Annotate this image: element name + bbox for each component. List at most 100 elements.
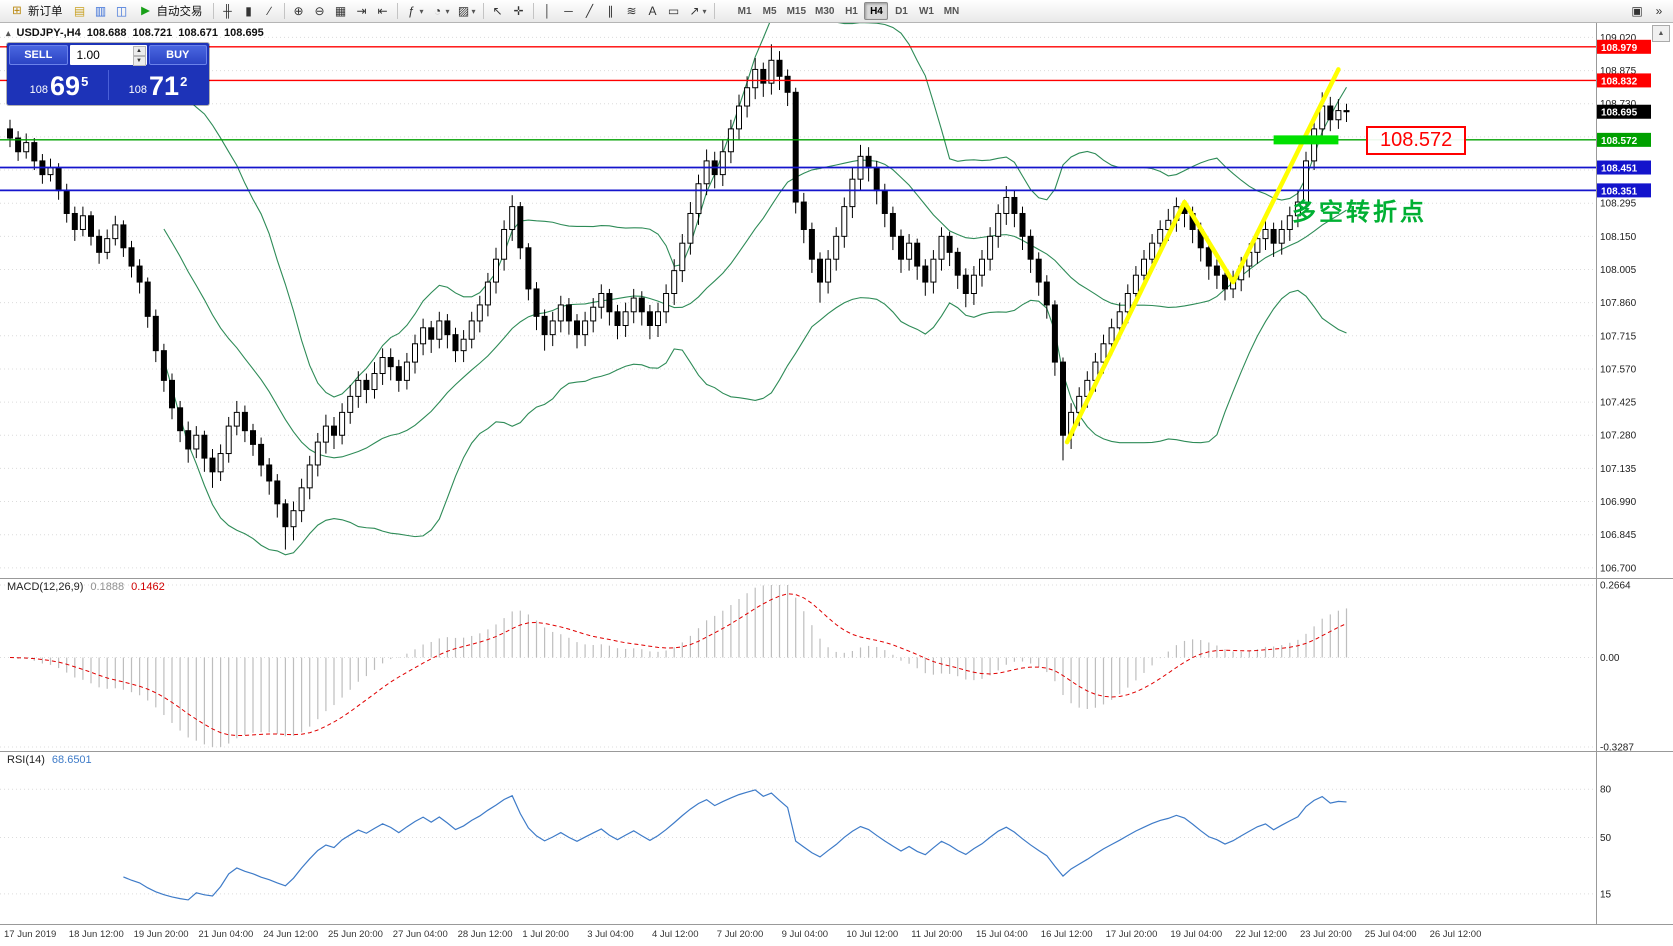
- svg-text:108.295: 108.295: [1600, 199, 1637, 210]
- trendline-button[interactable]: ╱: [580, 2, 600, 20]
- svg-text:15 Jul 04:00: 15 Jul 04:00: [976, 929, 1028, 940]
- svg-text:19 Jun 20:00: 19 Jun 20:00: [134, 929, 189, 940]
- auto-scroll-button[interactable]: ⇥: [352, 2, 372, 20]
- cursor-icon: ↖: [492, 4, 503, 18]
- bar-chart-mode-button[interactable]: ╫: [218, 2, 238, 20]
- svg-text:4 Jul 12:00: 4 Jul 12:00: [652, 929, 698, 940]
- svg-text:106.845: 106.845: [1600, 530, 1637, 541]
- svg-text:108.875: 108.875: [1600, 66, 1637, 77]
- timeframe-w1[interactable]: W1: [914, 2, 938, 20]
- timeframe-h1[interactable]: H1: [839, 2, 863, 20]
- vertical-line-button[interactable]: │: [538, 2, 558, 20]
- sell-price[interactable]: 108 69 5: [9, 67, 108, 103]
- timeframe-m15[interactable]: M15: [783, 2, 810, 20]
- svg-text:109.020: 109.020: [1600, 33, 1637, 44]
- crosshair-button[interactable]: ✛: [509, 2, 529, 20]
- buy-price-big: 71: [149, 71, 180, 101]
- new-order-button[interactable]: ⊞ 新订单: [4, 2, 69, 20]
- periods-icon: ◔: [433, 4, 442, 18]
- lot-increase-button[interactable]: ▲: [132, 46, 146, 56]
- templates-button[interactable]: ▨ ▾: [454, 2, 479, 20]
- price-annotation-box[interactable]: 108.572: [1366, 126, 1467, 155]
- rsi-value: 68.6501: [51, 754, 92, 766]
- svg-text:108.150: 108.150: [1600, 232, 1637, 243]
- new-order-button-label: 新订单: [28, 6, 63, 18]
- svg-text:108.005: 108.005: [1600, 265, 1637, 276]
- svg-text:26 Jul 12:00: 26 Jul 12:00: [1430, 929, 1482, 940]
- vertical-line-icon: │: [543, 4, 552, 18]
- label-icon: ▭: [667, 4, 680, 18]
- zoom-in-button[interactable]: ⊕: [289, 2, 309, 20]
- svg-text:23 Jul 20:00: 23 Jul 20:00: [1300, 929, 1352, 940]
- tile-windows-button[interactable]: ▦: [331, 2, 351, 20]
- sell-button[interactable]: SELL: [9, 45, 68, 65]
- timeframe-m5[interactable]: M5: [758, 2, 782, 20]
- sell-price-prefix: 108: [29, 84, 49, 96]
- cursor-button[interactable]: ↖: [488, 2, 508, 20]
- macd-label: MACD(12,26,9) 0.1888 0.1462: [7, 581, 165, 593]
- shapes-button[interactable]: ↗ ▾: [685, 2, 710, 20]
- rsi-label: RSI(14) 68.6501: [7, 754, 92, 766]
- svg-text:3 Jul 04:00: 3 Jul 04:00: [587, 929, 633, 940]
- horizontal-line-button[interactable]: ─: [559, 2, 579, 20]
- svg-text:107.280: 107.280: [1600, 431, 1637, 442]
- candlestick-mode-icon: ▮: [245, 4, 252, 18]
- overflow-button[interactable]: »: [1649, 2, 1669, 20]
- svg-text:28 Jun 12:00: 28 Jun 12:00: [458, 929, 513, 940]
- autotrading-button[interactable]: ▶ 自动交易: [133, 2, 209, 20]
- timeframe-m1[interactable]: M1: [733, 2, 757, 20]
- svg-text:11 Jul 20:00: 11 Jul 20:00: [911, 929, 962, 940]
- channel-icon: ∥: [607, 4, 614, 18]
- zoom-out-icon: ⊖: [314, 4, 325, 18]
- timeframe-d1[interactable]: D1: [889, 2, 913, 20]
- svg-text:25 Jun 20:00: 25 Jun 20:00: [328, 929, 383, 940]
- turning-point-note[interactable]: 多空转折点: [1292, 199, 1427, 226]
- navigator-icon: ◫: [115, 4, 128, 18]
- text-button[interactable]: A: [643, 2, 663, 20]
- candlestick-mode-button[interactable]: ▮: [239, 2, 259, 20]
- lot-size-value[interactable]: 1.00: [76, 48, 100, 62]
- timeframe-toolbar: M1 M5 M15 M30 H1 H4 D1 W1 MN: [733, 2, 964, 20]
- ohlc-open: 108.688: [86, 27, 127, 39]
- svg-text:108.451: 108.451: [1601, 164, 1638, 175]
- market-watch-button[interactable]: ▥: [91, 2, 111, 20]
- channel-button[interactable]: ∥: [601, 2, 621, 20]
- chart-shift-button[interactable]: ⇤: [373, 2, 393, 20]
- zoom-out-button[interactable]: ⊖: [310, 2, 330, 20]
- buy-price-pip: 2: [180, 74, 188, 89]
- sell-price-pip: 5: [81, 74, 89, 89]
- auto-scroll-icon: ⇥: [356, 4, 367, 18]
- main-toolbar: ⊞ 新订单 ▤ ▥ ◫ ▶ 自动交易 ╫ ▮ ∕ ⊕ ⊖ ▦ ⇥ ⇤ ƒ ▾ ◔ ▾ ▨ ▾ ↖ ✛ │ ─ ╱ ∥ ≋ A ▭ ↗ ▾ M1 M…: [0, 0, 1673, 23]
- macd-name: MACD(12,26,9): [7, 581, 84, 593]
- fibonacci-icon: ≋: [626, 4, 637, 18]
- dropdown-caret-icon: ▾: [445, 6, 450, 16]
- timeframe-m30[interactable]: M30: [811, 2, 838, 20]
- buy-button[interactable]: BUY: [148, 45, 207, 65]
- macd-main-value: 0.1888: [90, 581, 125, 593]
- line-chart-mode-button[interactable]: ∕: [260, 2, 280, 20]
- indicator-panels: 0.2664 0.00 -0.3287 80 50 15: [0, 581, 1634, 901]
- scroll-up-button[interactable]: ▲: [1652, 25, 1670, 42]
- toolbar-separator: [713, 3, 715, 19]
- timeframe-h4[interactable]: H4: [864, 2, 889, 20]
- periods-button[interactable]: ◔ ▾: [428, 2, 453, 20]
- svg-text:0.00: 0.00: [1600, 653, 1620, 664]
- timeframe-mn[interactable]: MN: [939, 2, 963, 20]
- svg-text:107.135: 107.135: [1600, 464, 1637, 475]
- indicators-button[interactable]: ƒ ▾: [402, 2, 427, 20]
- navigator-button[interactable]: ◫: [112, 2, 132, 20]
- profiles-button[interactable]: ▤: [70, 2, 90, 20]
- buy-price[interactable]: 108 71 2: [108, 67, 207, 103]
- fibonacci-button[interactable]: ≋: [622, 2, 642, 20]
- lot-size-field[interactable]: 1.00 ▲ ▼: [69, 45, 147, 66]
- macd-signal-value: 0.1462: [131, 581, 165, 593]
- one-click-trading-panel: SELL 1.00 ▲ ▼ BUY 108 69 5 108 71 2: [7, 43, 209, 105]
- rsi-name: RSI(14): [7, 754, 45, 766]
- dropdown-caret-icon: ▾: [419, 6, 424, 16]
- svg-text:15: 15: [1600, 889, 1612, 900]
- lot-decrease-button[interactable]: ▼: [132, 56, 146, 66]
- svg-text:25 Jul 04:00: 25 Jul 04:00: [1365, 929, 1417, 940]
- dock-button[interactable]: ▣: [1627, 2, 1647, 20]
- label-button[interactable]: ▭: [664, 2, 684, 20]
